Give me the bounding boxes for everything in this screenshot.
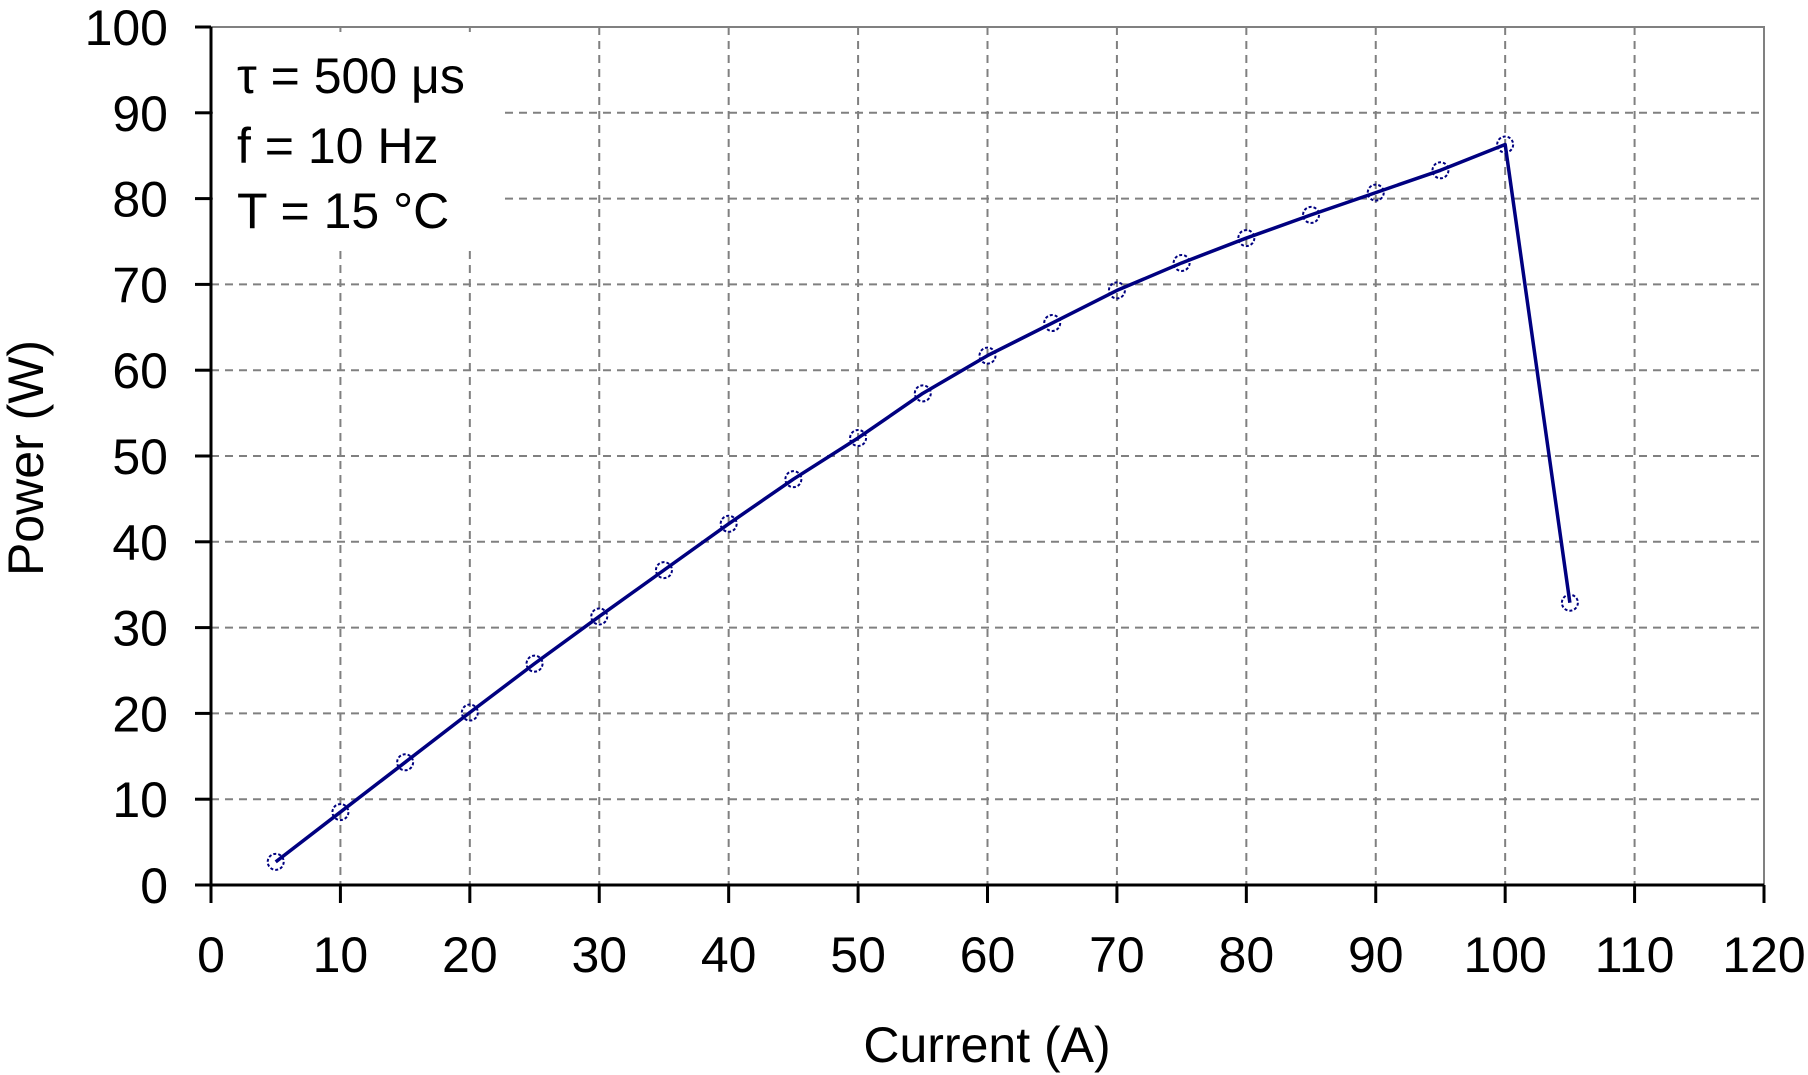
- x-tick-label: 70: [1089, 927, 1145, 983]
- data-point-marker: [719, 514, 738, 533]
- x-tick-label: 60: [960, 927, 1016, 983]
- data-point-marker: [1560, 593, 1579, 612]
- y-tick-label: 80: [112, 172, 168, 228]
- y-tick-label: 20: [112, 686, 168, 742]
- x-tick-label: 10: [313, 927, 369, 983]
- x-tick-label: 90: [1348, 927, 1404, 983]
- y-tick-label: 70: [112, 257, 168, 313]
- x-tick-label: 50: [830, 927, 886, 983]
- data-point-marker: [396, 753, 415, 772]
- annotation-temperature: T = 15 °C: [237, 183, 449, 239]
- x-tick-label: 30: [571, 927, 627, 983]
- y-tick-labels: 0 10 20 30 40 50 60 70 80 90 100: [85, 0, 168, 914]
- x-tick-labels: 0 10 20 30 40 50 60 70 80 90 100 110 120: [197, 927, 1806, 983]
- annotation-box-background: [213, 32, 502, 246]
- data-point-marker: [460, 703, 479, 722]
- data-point-marker: [1107, 281, 1126, 300]
- data-point-marker: [978, 346, 997, 365]
- data-point-marker: [266, 852, 285, 871]
- annotation-pulse-width: τ = 500 μs: [237, 48, 465, 104]
- x-tick-label: 20: [442, 927, 498, 983]
- y-tick-label: 90: [112, 86, 168, 142]
- data-series: [266, 135, 1579, 871]
- y-tick-label: 0: [140, 858, 168, 914]
- axes: [195, 25, 1766, 903]
- x-tick-label: 40: [701, 927, 757, 983]
- data-point-marker: [1043, 314, 1062, 333]
- x-tick-label: 0: [197, 927, 225, 983]
- data-point-marker: [654, 561, 673, 580]
- x-tick-label: 120: [1722, 927, 1805, 983]
- series-line: [274, 142, 1572, 864]
- data-point-marker: [1366, 183, 1385, 202]
- y-axis-title: Power (W): [0, 340, 54, 576]
- y-tick-label: 10: [112, 772, 168, 828]
- y-tick-label: 60: [112, 343, 168, 399]
- x-tick-label: 100: [1463, 927, 1546, 983]
- data-point-marker: [1172, 253, 1191, 272]
- y-tick-label: 50: [112, 429, 168, 485]
- data-point-marker: [590, 607, 609, 626]
- x-axis-title: Current (A): [863, 1017, 1110, 1073]
- data-point-marker: [784, 470, 803, 489]
- data-point-marker: [1237, 229, 1256, 248]
- data-point-marker: [331, 803, 350, 822]
- data-point-marker: [1496, 135, 1515, 154]
- x-tick-label: 110: [1595, 927, 1675, 983]
- data-point-marker: [525, 654, 544, 673]
- y-tick-label: 100: [85, 0, 168, 56]
- y-tick-label: 30: [112, 601, 168, 657]
- y-tick-label: 40: [112, 515, 168, 571]
- grid-lines: [211, 27, 1764, 885]
- data-point-marker: [1302, 205, 1321, 224]
- data-point-marker: [1431, 161, 1450, 180]
- annotation-frequency: f = 10 Hz: [237, 118, 439, 174]
- data-point-marker: [913, 384, 932, 403]
- x-tick-label: 80: [1219, 927, 1275, 983]
- data-point-marker: [849, 428, 868, 447]
